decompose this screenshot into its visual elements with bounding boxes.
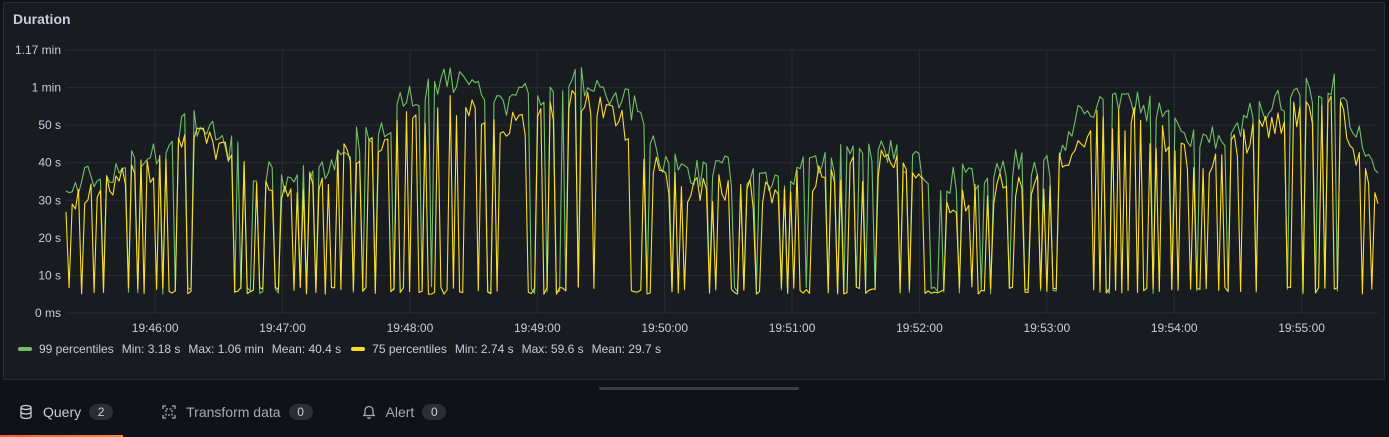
y-tick-label: 1.17 min	[15, 43, 61, 57]
panel-title: Duration	[13, 11, 71, 27]
y-tick-label: 0 ms	[35, 306, 61, 320]
x-tick-label: 19:50:00	[641, 321, 688, 335]
tab-transform-data[interactable]: Transform data 0	[143, 403, 322, 437]
legend-stat-min: Min: 2.74 s	[454, 342, 514, 356]
duration-panel: Duration 0 ms 10 s 20 s 30 s 40 s 50 s 1 min 1.…	[3, 2, 1385, 380]
x-tick-label: 19:47:00	[259, 321, 306, 335]
y-tick-label: 1 min	[32, 81, 61, 95]
x-tick-label: 19:48:00	[387, 321, 434, 335]
legend-item-99-percentiles[interactable]: 99 percentiles Min: 3.18 s Max: 1.06 min…	[18, 342, 341, 356]
y-tick-label: 10 s	[38, 268, 61, 282]
legend-stat-min: Min: 3.18 s	[121, 342, 181, 356]
editor-tabs: Query 2 Transform data 0 Alert 0	[0, 403, 476, 437]
tab-alert[interactable]: Alert 0	[343, 403, 457, 437]
y-tick-label: 40 s	[38, 156, 61, 170]
tab-count-badge: 0	[422, 404, 447, 420]
x-tick-label: 19:55:00	[1278, 321, 1325, 335]
y-tick-label: 30 s	[38, 193, 61, 207]
series-line-99-percentiles	[65, 67, 1379, 295]
tab-label: Transform data	[186, 404, 281, 420]
legend-label: 75 percentiles	[372, 342, 447, 356]
y-tick-label: 50 s	[38, 118, 61, 132]
x-tick-label: 19:46:00	[132, 321, 179, 335]
legend-stat-max: Max: 1.06 min	[188, 342, 264, 356]
x-tick-label: 19:49:00	[514, 321, 561, 335]
x-tick-label: 19:52:00	[896, 321, 943, 335]
tab-count-badge: 0	[288, 404, 313, 420]
database-icon	[20, 404, 32, 420]
legend-stat-mean: Mean: 40.4 s	[271, 342, 342, 356]
x-tick-label: 19:53:00	[1023, 321, 1070, 335]
chart-legend: 99 percentiles Min: 3.18 s Max: 1.06 min…	[18, 342, 671, 356]
tab-count-badge: 2	[89, 404, 114, 420]
legend-swatch-yellow	[351, 347, 366, 351]
transform-icon	[162, 405, 176, 419]
legend-item-75-percentiles[interactable]: 75 percentiles Min: 2.74 s Max: 59.6 s M…	[351, 342, 661, 356]
x-tick-label: 19:51:00	[769, 321, 816, 335]
legend-swatch-green	[18, 347, 32, 351]
tab-label: Alert	[385, 404, 415, 420]
duration-chart[interactable]: 0 ms 10 s 20 s 30 s 40 s 50 s 1 min 1.17 min 19:…	[4, 3, 1386, 338]
legend-stat-max: Max: 59.6 s	[521, 342, 584, 356]
x-tick-label: 19:54:00	[1151, 321, 1198, 335]
bell-icon	[362, 405, 375, 419]
tab-query[interactable]: Query 2	[0, 403, 124, 437]
pane-resize-handle[interactable]	[599, 387, 799, 390]
legend-label: 99 percentiles	[39, 342, 114, 356]
tab-label: Query	[43, 404, 82, 420]
series-line-75-percentiles	[65, 89, 1379, 295]
y-tick-label: 20 s	[38, 231, 61, 245]
legend-stat-mean: Mean: 29.7 s	[591, 342, 661, 356]
